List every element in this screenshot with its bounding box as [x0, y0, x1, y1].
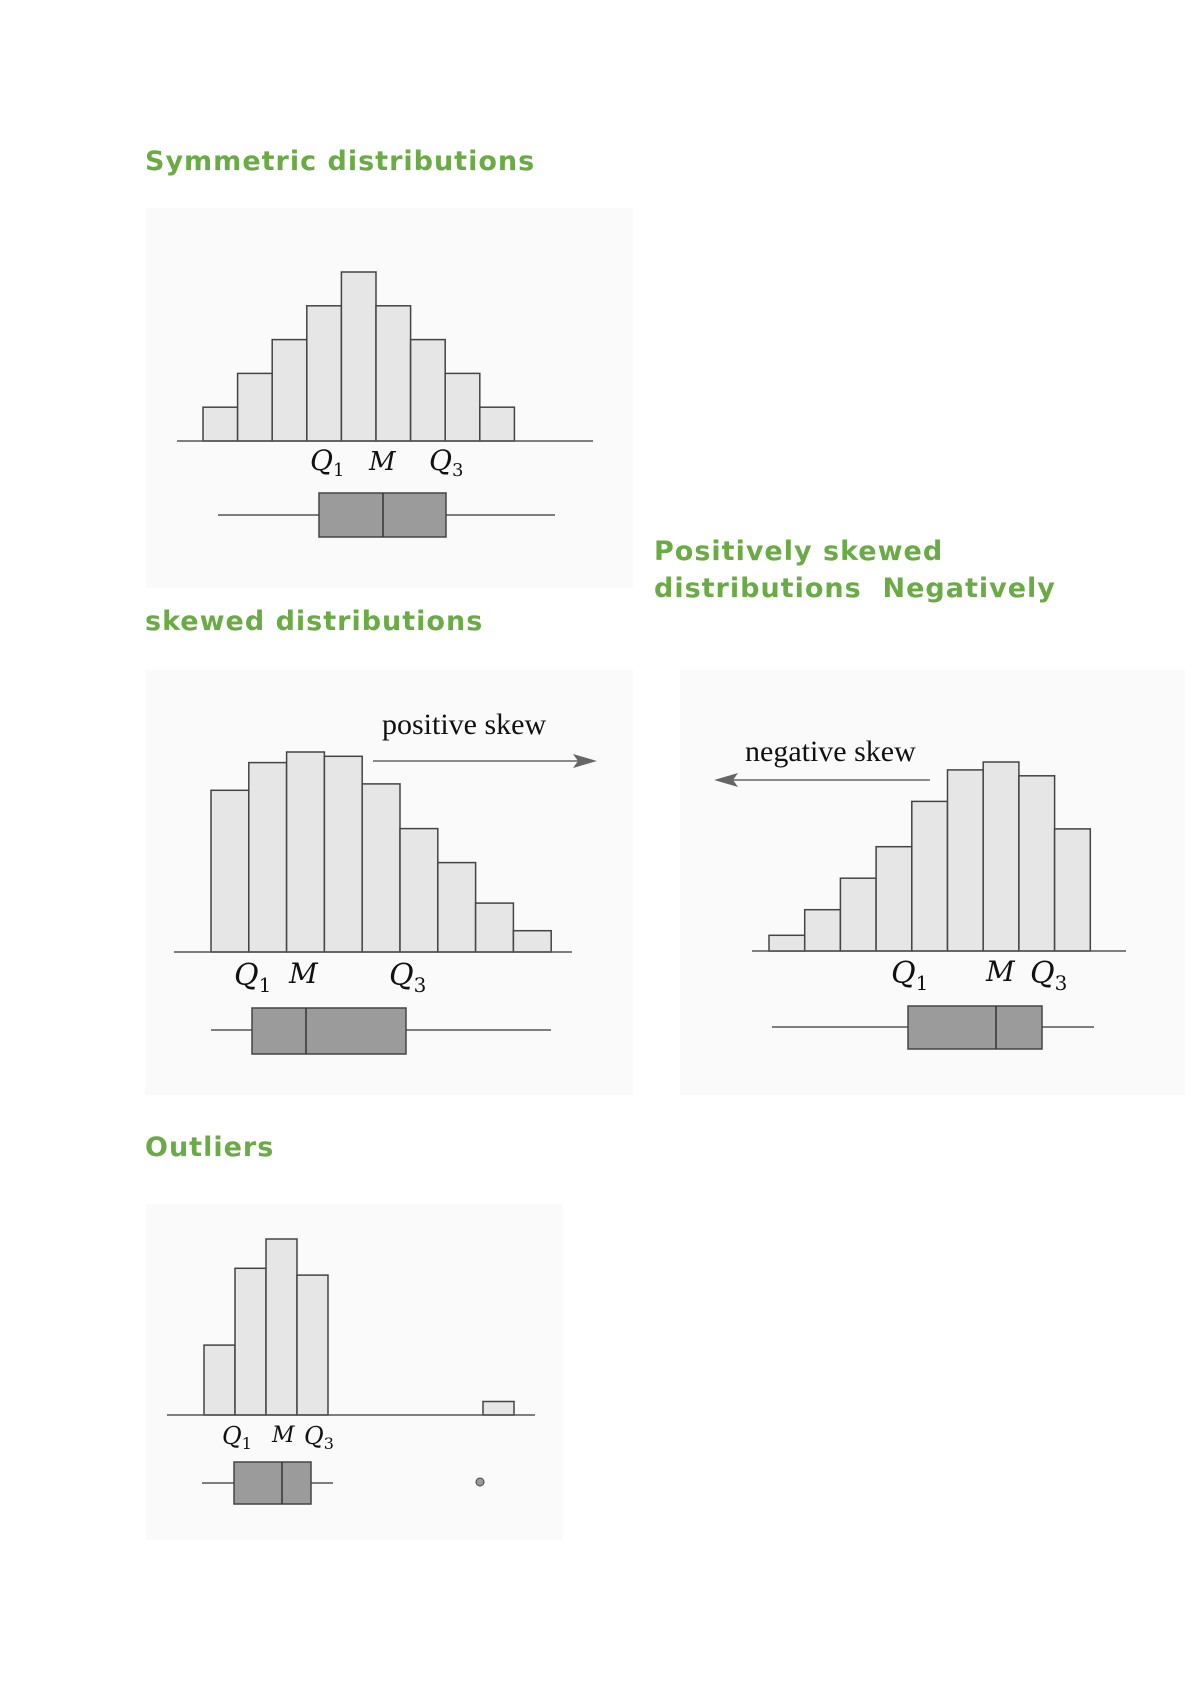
box [907, 1005, 1043, 1050]
histogram-bar [911, 800, 949, 952]
negative-skew-label: negative skew [745, 735, 916, 768]
q3-subscript: 3 [1055, 971, 1068, 995]
q3-subscript: 3 [414, 973, 427, 997]
q1-subscript: 1 [242, 1434, 252, 1453]
heading-positive-distributions: distributions [654, 573, 862, 604]
figure-symmetric: Q1 M Q3 [145, 208, 633, 588]
histogram-bar [202, 406, 239, 442]
q3-label: Q3 [429, 444, 463, 481]
q1-label: Q1 [891, 956, 928, 995]
histogram-bar [323, 755, 363, 953]
q3-subscript: 3 [324, 1434, 334, 1453]
histogram-bar [248, 761, 288, 953]
outlier-point [475, 1477, 485, 1487]
q1-label: Q1 [222, 1422, 252, 1453]
histogram-bar [803, 908, 842, 952]
median-label: M [271, 1423, 295, 1448]
histogram-bar [479, 406, 516, 442]
histogram-bar [409, 338, 446, 442]
q1-subscript: 1 [259, 973, 272, 997]
median-label: M [368, 447, 397, 477]
histogram-bar [482, 1400, 515, 1416]
heading-positively-skewed: Positively skewed distributions Negative… [654, 533, 1056, 607]
figure-outliers: Q1 M Q3 [145, 1204, 563, 1540]
histogram-bar [296, 1274, 329, 1416]
histogram-bar [839, 877, 877, 952]
q1-label: Q1 [234, 958, 271, 997]
histogram-bar [512, 929, 552, 953]
histogram-bar [444, 372, 481, 442]
outliers-histogram-boxplot: Q1 M Q3 [167, 1238, 535, 1505]
histogram-bar [437, 861, 477, 953]
histogram-bar [234, 1267, 267, 1416]
histogram-bar [1018, 775, 1056, 952]
heading-positive-line2: distributions Negatively [654, 570, 1056, 607]
histogram-bar [210, 789, 250, 953]
median-label: M [288, 957, 319, 990]
histogram-bar [768, 934, 806, 952]
median-label: M [985, 955, 1016, 988]
heading-symmetric: Symmetric distributions [145, 146, 536, 177]
histogram-bar [946, 769, 984, 952]
symmetric-histogram-boxplot: Q1 M Q3 [177, 271, 593, 538]
histogram-bar [361, 783, 401, 953]
histogram-bar [265, 1238, 298, 1416]
q3-label: Q3 [1030, 956, 1067, 995]
heading-outliers: Outliers [145, 1132, 275, 1163]
box [233, 1461, 312, 1505]
negative-skew-histogram-boxplot: negative skew Q1 M Q3 [714, 735, 1126, 1050]
histogram-bar [271, 338, 308, 442]
histogram-bar [236, 372, 273, 442]
histogram-bar [285, 751, 326, 953]
histogram-bar [1053, 828, 1092, 952]
positive-skew-label: positive skew [382, 708, 546, 741]
histogram-bar [306, 305, 343, 442]
box [251, 1007, 407, 1055]
figure-negative-skew: negative skew Q1 M Q3 [680, 670, 1185, 1095]
q3-label: Q3 [304, 1422, 334, 1453]
histogram-bar [375, 305, 412, 442]
histogram-bar [340, 271, 377, 442]
q1-subscript: 1 [333, 460, 344, 481]
histogram-bar [982, 761, 1020, 952]
figure-positive-skew: positive skew Q1 M Q3 [145, 670, 633, 1095]
histogram-bar [399, 827, 439, 953]
positive-skew-histogram-boxplot: positive skew Q1 M Q3 [174, 708, 597, 1055]
heading-negative-cont: skewed distributions [145, 606, 484, 637]
heading-negatively-word: Negatively [882, 573, 1056, 604]
skew-arrow-head [714, 773, 738, 787]
histogram-bar [474, 902, 515, 953]
histogram-bar [875, 845, 913, 952]
q3-label: Q3 [389, 958, 426, 997]
histogram-bar [203, 1344, 236, 1416]
q3-subscript: 3 [452, 460, 463, 481]
skew-arrow-head [573, 754, 597, 768]
heading-positive-line1: Positively skewed [654, 536, 944, 567]
q1-subscript: 1 [916, 971, 929, 995]
q1-label: Q1 [310, 444, 344, 481]
